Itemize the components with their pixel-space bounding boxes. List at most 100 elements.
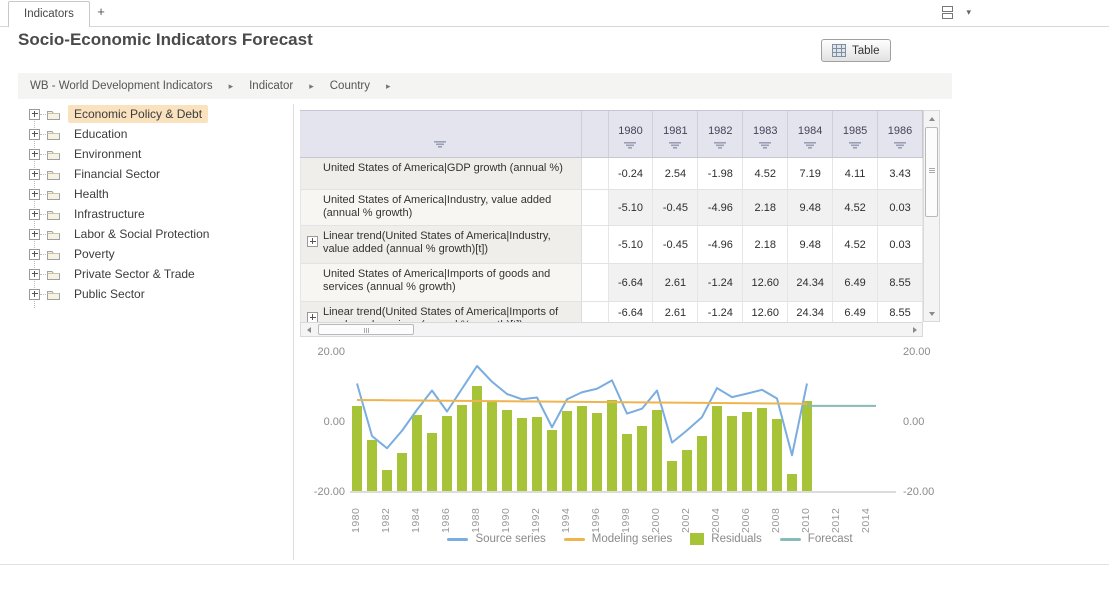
tree-expander-icon[interactable] xyxy=(29,288,40,300)
sidebar-item-poverty[interactable]: Poverty xyxy=(0,244,293,264)
sidebar-item-label[interactable]: Public Sector xyxy=(74,287,145,301)
tree-dash-line xyxy=(40,113,46,115)
table-horizontal-scrollbar[interactable] xyxy=(300,322,923,337)
value-cell: 0.03 xyxy=(878,190,923,225)
folder-icon xyxy=(47,230,60,240)
table-view-button[interactable]: Table xyxy=(821,39,891,62)
value-cell: -4.96 xyxy=(698,190,744,225)
sidebar-item-economic-policy-debt[interactable]: Economic Policy & Debt xyxy=(0,104,293,124)
tab-indicators[interactable]: Indicators xyxy=(8,1,90,27)
row-label: United States of America|Industry, value… xyxy=(323,194,552,219)
sidebar-item-label[interactable]: Economic Policy & Debt xyxy=(68,105,209,123)
sidebar-item-health[interactable]: Health xyxy=(0,184,293,204)
chart-legend: Source series Modeling series Residuals For… xyxy=(350,533,950,545)
sidebar-item-label[interactable]: Infrastructure xyxy=(74,207,145,221)
breadcrumb-item-country[interactable]: Country xyxy=(329,80,371,92)
breadcrumb-separator-icon: ▸ xyxy=(386,80,391,91)
row-expander-icon[interactable] xyxy=(307,236,318,247)
value-cell: 2.18 xyxy=(743,226,789,263)
table-row[interactable]: Linear trend(United States of America|Im… xyxy=(301,302,923,322)
scroll-left-button[interactable] xyxy=(302,324,315,335)
filter-icon[interactable] xyxy=(434,141,447,149)
value-cell: 9.48 xyxy=(788,226,834,263)
filter-icon[interactable] xyxy=(804,142,817,150)
filter-icon[interactable] xyxy=(849,142,862,150)
sidebar-item-infrastructure[interactable]: Infrastructure xyxy=(0,204,293,224)
year-label: 1984 xyxy=(797,125,823,137)
table-header-year-1985[interactable]: 1985 xyxy=(832,111,877,157)
sidebar-item-environment[interactable]: Environment xyxy=(0,144,293,164)
table-row[interactable]: United States of America|Industry, value… xyxy=(301,190,923,226)
row-label: United States of America|GDP growth (ann… xyxy=(323,162,563,174)
year-label: 1980 xyxy=(618,125,643,137)
legend-item-modeling-series[interactable]: Modeling series xyxy=(563,533,672,545)
legend-item-residuals[interactable]: Residuals xyxy=(690,533,762,545)
value-cell: 7.19 xyxy=(788,158,834,189)
row-gap-cell xyxy=(581,302,609,322)
table-header-year-1980[interactable]: 1980 xyxy=(607,111,653,157)
filter-icon[interactable] xyxy=(669,142,682,150)
table-row[interactable]: United States of America|GDP growth (ann… xyxy=(301,158,923,190)
sidebar-item-label[interactable]: Labor & Social Protection xyxy=(74,227,210,241)
table-header-year-1984[interactable]: 1984 xyxy=(787,111,832,157)
tree-expander-icon[interactable] xyxy=(29,188,40,200)
sidebar-item-labor-social-protection[interactable]: Labor & Social Protection xyxy=(0,224,293,244)
tree-expander-icon[interactable] xyxy=(29,268,40,280)
sidebar-item-public-sector[interactable]: Public Sector xyxy=(0,284,293,304)
x-axis-label: 2006 xyxy=(740,507,752,533)
table-vertical-scrollbar[interactable] xyxy=(923,110,940,322)
filter-icon[interactable] xyxy=(759,142,772,150)
table-header-year-1986[interactable]: 1986 xyxy=(877,111,922,157)
tree-expander-icon[interactable] xyxy=(29,248,40,260)
chart-lines-layer xyxy=(356,365,876,457)
legend-item-source-series[interactable]: Source series xyxy=(447,533,546,545)
x-axis-label: 1990 xyxy=(500,507,512,533)
row-expander-icon[interactable] xyxy=(307,312,318,322)
filter-icon[interactable] xyxy=(893,142,906,150)
sidebar-item-label[interactable]: Poverty xyxy=(74,247,115,261)
sidebar-item-education[interactable]: Education xyxy=(0,124,293,144)
tree-expander-icon[interactable] xyxy=(29,148,40,160)
sidebar-item-label[interactable]: Environment xyxy=(74,147,142,161)
sidebar-item-label[interactable]: Financial Sector xyxy=(74,167,161,181)
filter-icon[interactable] xyxy=(714,142,727,150)
scroll-right-button[interactable] xyxy=(908,324,921,335)
folder-icon xyxy=(47,110,60,120)
table-header-year-1983[interactable]: 1983 xyxy=(742,111,787,157)
legend-item-forecast[interactable]: Forecast xyxy=(779,533,853,545)
dropdown-caret-icon[interactable]: ▾ xyxy=(966,7,971,17)
table-row[interactable]: Linear trend(United States of America|In… xyxy=(301,226,923,264)
tree-expander-icon[interactable] xyxy=(29,228,40,240)
table-header-year-1982[interactable]: 1982 xyxy=(697,111,742,157)
filter-icon[interactable] xyxy=(624,142,637,150)
sidebar-item-label[interactable]: Private Sector & Trade xyxy=(74,267,195,281)
table-row[interactable]: United States of America|Imports of good… xyxy=(301,264,923,302)
tree-expander-icon[interactable] xyxy=(29,128,40,140)
table-header-year-1981[interactable]: 1981 xyxy=(652,111,697,157)
tab-bar: Indicators + ▾ xyxy=(0,0,1109,27)
value-cell: 9.48 xyxy=(788,190,834,225)
sidebar-item-label[interactable]: Education xyxy=(74,127,128,141)
residual-bar xyxy=(532,417,542,491)
sidebar-item-financial-sector[interactable]: Financial Sector xyxy=(0,164,293,184)
folder-icon xyxy=(47,210,60,220)
breadcrumb-item-wb-world-development-indicators[interactable]: WB - World Development Indicators xyxy=(30,80,213,92)
value-cell: 4.52 xyxy=(833,190,879,225)
layout-options-icon[interactable] xyxy=(941,6,954,19)
scroll-up-button[interactable] xyxy=(925,112,938,125)
x-axis-label: 1988 xyxy=(470,507,482,533)
tree-expander-icon[interactable] xyxy=(29,108,40,120)
add-tab-button[interactable]: + xyxy=(97,4,105,19)
sidebar-item-private-sector-trade[interactable]: Private Sector & Trade xyxy=(0,264,293,284)
vertical-scroll-thumb[interactable] xyxy=(925,127,938,217)
folder-icon xyxy=(47,290,60,300)
year-label: 1981 xyxy=(663,125,688,137)
residual-bar xyxy=(502,410,512,491)
tree-expander-icon[interactable] xyxy=(29,208,40,220)
sidebar-item-label[interactable]: Health xyxy=(74,187,109,201)
tree-expander-icon[interactable] xyxy=(29,168,40,180)
breadcrumb-item-indicator[interactable]: Indicator xyxy=(249,80,294,92)
scroll-down-button[interactable] xyxy=(925,307,938,320)
value-cell: 6.49 xyxy=(833,264,879,301)
horizontal-scroll-thumb[interactable] xyxy=(318,324,414,335)
